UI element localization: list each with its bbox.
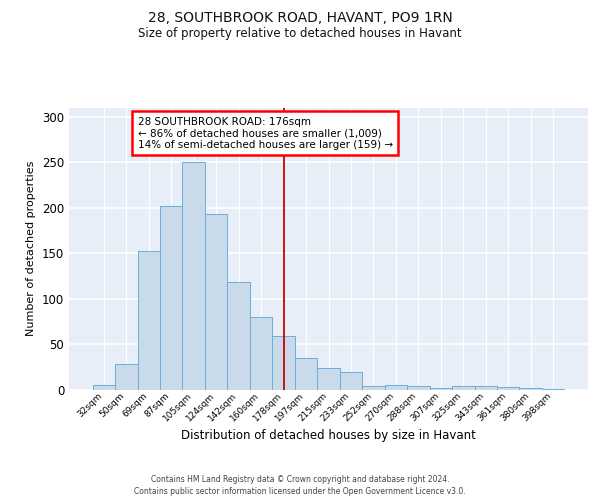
- Y-axis label: Number of detached properties: Number of detached properties: [26, 161, 37, 336]
- Bar: [452, 386, 475, 390]
- Bar: [205, 214, 227, 390]
- Bar: [430, 388, 452, 390]
- Text: 28 SOUTHBROOK ROAD: 176sqm
← 86% of detached houses are smaller (1,009)
14% of s: 28 SOUTHBROOK ROAD: 176sqm ← 86% of deta…: [137, 116, 392, 150]
- Bar: [295, 358, 317, 390]
- Bar: [92, 384, 115, 390]
- Text: 28, SOUTHBROOK ROAD, HAVANT, PO9 1RN: 28, SOUTHBROOK ROAD, HAVANT, PO9 1RN: [148, 11, 452, 25]
- Bar: [160, 206, 182, 390]
- Bar: [362, 386, 385, 390]
- Bar: [137, 250, 160, 390]
- Bar: [407, 386, 430, 390]
- Bar: [317, 368, 340, 390]
- Bar: [182, 162, 205, 390]
- Bar: [475, 386, 497, 390]
- Bar: [340, 372, 362, 390]
- Bar: [272, 336, 295, 390]
- Bar: [542, 389, 565, 390]
- Bar: [115, 364, 137, 390]
- X-axis label: Distribution of detached houses by size in Havant: Distribution of detached houses by size …: [181, 429, 476, 442]
- Bar: [385, 386, 407, 390]
- Bar: [520, 388, 542, 390]
- Bar: [250, 317, 272, 390]
- Bar: [497, 388, 520, 390]
- Text: Contains HM Land Registry data © Crown copyright and database right 2024.
Contai: Contains HM Land Registry data © Crown c…: [134, 475, 466, 496]
- Bar: [227, 282, 250, 390]
- Text: Size of property relative to detached houses in Havant: Size of property relative to detached ho…: [138, 28, 462, 40]
